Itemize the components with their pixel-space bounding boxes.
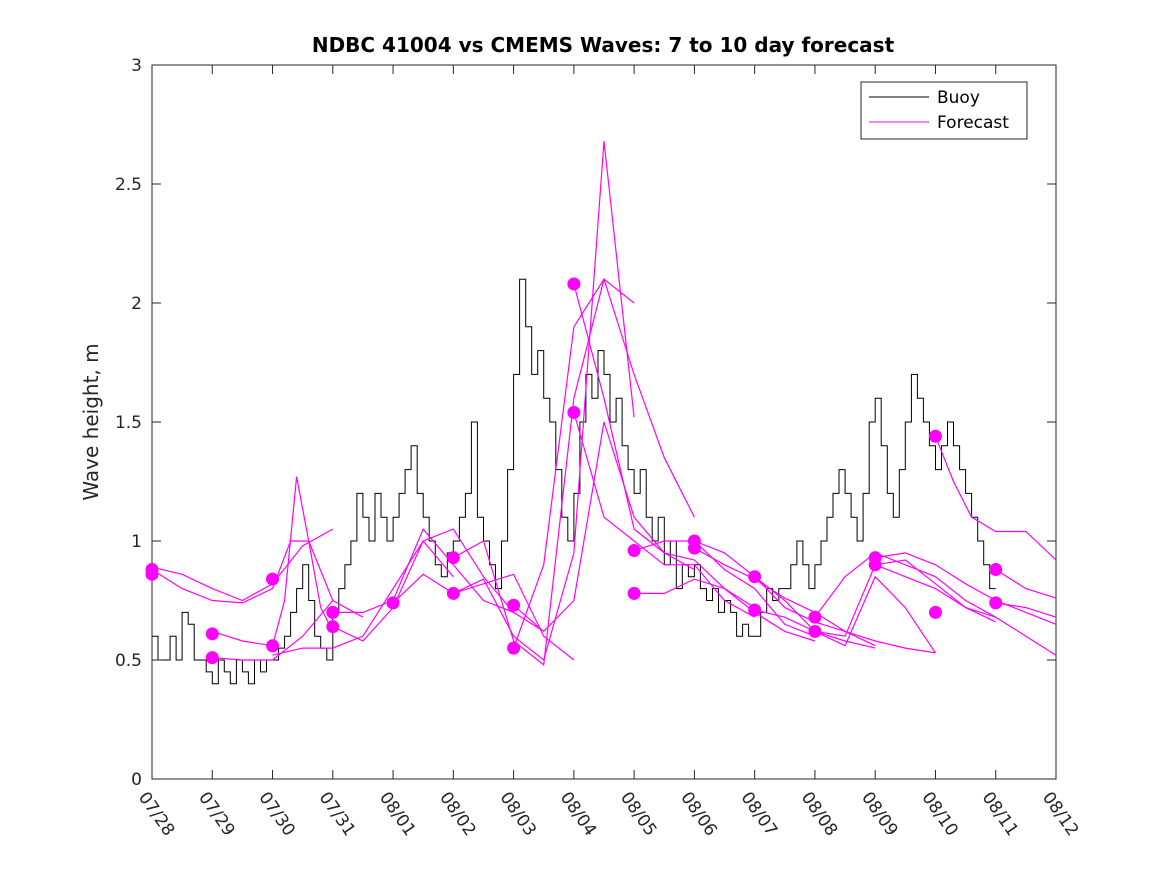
forecast-marker [266,639,280,653]
x-tick-label: 08/04 [556,788,600,840]
forecast-series-line [934,436,1057,561]
forecast-series-line [453,278,635,666]
x-tick-label: 07/29 [194,788,238,840]
forecast-series-line [995,569,1057,599]
legend-forecast-label: Forecast [937,113,1009,133]
forecast-series-line [212,476,334,647]
forecast-marker [748,570,762,584]
y-tick-label: 0 [131,770,142,790]
forecast-series-line [332,527,514,614]
x-tick-label: 08/06 [676,788,720,840]
forecast-marker [145,567,159,581]
forecast-marker [868,558,882,572]
forecast-marker [627,544,641,558]
x-tick-label: 08/08 [797,788,841,840]
forecast-series-line [814,559,996,637]
x-tick-label: 08/02 [435,788,479,840]
forecast-series-line [392,573,575,661]
forecast-series-line [151,540,334,604]
x-tick-label: 08/12 [1038,788,1082,840]
forecast-marker [989,563,1003,577]
forecast-marker [507,641,521,655]
forecast-marker [928,605,942,619]
forecast-series-line [814,552,996,618]
y-axis: 0 0.5 1 1.5 2 2.5 3 [115,56,1056,790]
forecast-marker [989,596,1003,610]
forecast-series-line [151,528,334,602]
forecast-series-line [995,602,1057,618]
forecast-series-line [573,412,755,618]
y-tick-label: 3 [131,56,142,76]
forecast-marker [205,627,219,641]
forecast-series-line [754,575,936,654]
x-tick-label: 08/09 [857,788,901,840]
legend-buoy-label: Buoy [937,88,980,108]
forecast-marker [386,596,400,610]
x-tick-label: 08/03 [496,788,540,840]
x-tick-label: 07/30 [254,788,298,840]
forecast-marker [205,651,219,665]
forecast-marker [928,429,942,443]
forecast-marker [808,624,822,638]
forecast-marker [567,405,581,419]
forecast-marker [808,610,822,624]
x-tick-label: 08/05 [616,788,660,840]
plot-area [145,64,1057,780]
forecast-marker [687,541,701,555]
y-axis-label: Wave height, m [79,343,103,500]
legend-box [860,81,1028,140]
forecast-series-line [513,421,695,633]
x-tick-label: 08/07 [737,788,781,840]
forecast-marker [266,572,280,586]
x-tick-label: 07/28 [134,788,178,840]
x-tick-label: 07/31 [315,788,359,840]
y-tick-label: 1.5 [115,413,142,433]
forecast-marker [748,603,762,617]
forecast-marker [446,586,460,600]
forecast-marker [627,586,641,600]
forecast-series-line [634,578,816,642]
legend: Buoy Forecast [860,81,1028,140]
chart-title: NDBC 41004 vs CMEMS Waves: 7 to 10 day f… [312,33,895,57]
x-tick-label: 08/11 [978,788,1022,840]
x-tick-label: 08/01 [375,788,419,840]
forecast-marker [326,605,340,619]
forecast-series-line [694,540,876,649]
y-tick-label: 2.5 [115,175,142,195]
forecast-marker [567,277,581,291]
forecast-series-line [875,552,1057,625]
forecast-series-line [874,564,1057,656]
forecast-series-line [212,599,364,661]
forecast-series-line [513,277,695,649]
y-tick-label: 0.5 [115,651,142,671]
forecast-marker [507,598,521,612]
buoy-series-line [152,278,996,685]
y-tick-label: 2 [131,294,142,314]
forecast-series-line [453,141,635,662]
forecast-series-line [633,540,816,637]
forecast-marker [446,551,460,565]
y-tick-label: 1 [131,532,142,552]
forecast-series-line [754,576,936,654]
forecast-series-line [332,528,545,642]
forecast-marker [326,620,340,634]
x-tick-label: 08/10 [917,788,961,840]
